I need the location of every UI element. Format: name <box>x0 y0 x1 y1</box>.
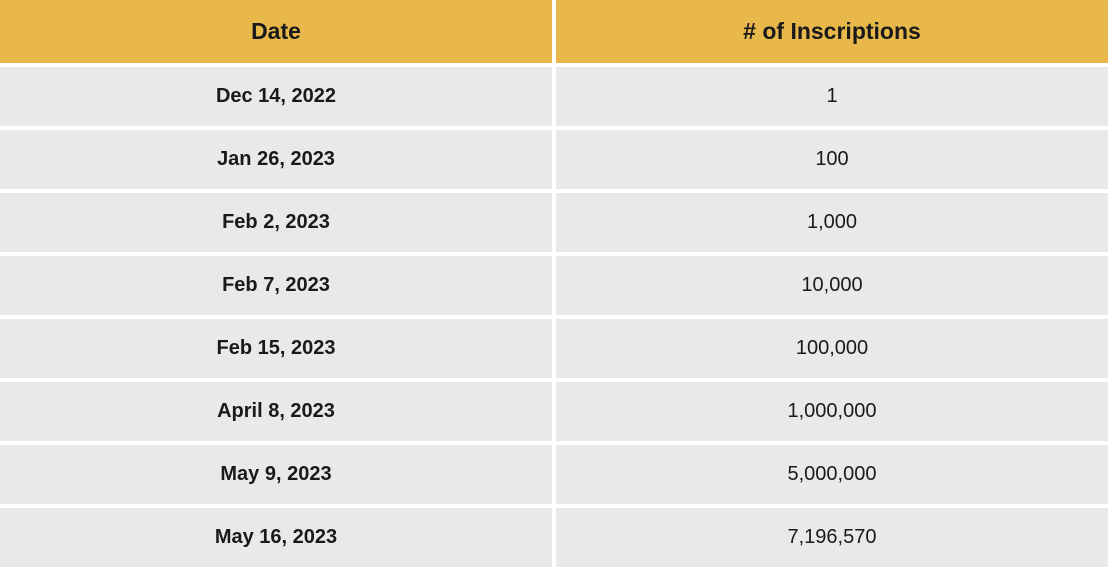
cell-date: May 9, 2023 <box>0 445 556 504</box>
cell-value: 1,000,000 <box>556 382 1108 441</box>
cell-value: 1,000 <box>556 193 1108 252</box>
cell-date: April 8, 2023 <box>0 382 556 441</box>
cell-value: 5,000,000 <box>556 445 1108 504</box>
cell-value: 10,000 <box>556 256 1108 315</box>
inscriptions-table: Date # of Inscriptions Dec 14, 2022 1 Ja… <box>0 0 1108 567</box>
cell-date: Feb 7, 2023 <box>0 256 556 315</box>
table-row: April 8, 2023 1,000,000 <box>0 378 1108 441</box>
table-row: Feb 2, 2023 1,000 <box>0 189 1108 252</box>
cell-value: 100 <box>556 130 1108 189</box>
cell-date: Feb 2, 2023 <box>0 193 556 252</box>
table-row: Dec 14, 2022 1 <box>0 63 1108 126</box>
table-row: Jan 26, 2023 100 <box>0 126 1108 189</box>
table-row: Feb 15, 2023 100,000 <box>0 315 1108 378</box>
cell-date: Jan 26, 2023 <box>0 130 556 189</box>
table-row: Feb 7, 2023 10,000 <box>0 252 1108 315</box>
cell-value: 1 <box>556 67 1108 126</box>
table-header-row: Date # of Inscriptions <box>0 0 1108 63</box>
header-inscriptions: # of Inscriptions <box>556 0 1108 63</box>
cell-value: 100,000 <box>556 319 1108 378</box>
table-row: May 16, 2023 7,196,570 <box>0 504 1108 567</box>
cell-date: May 16, 2023 <box>0 508 556 567</box>
table-row: May 9, 2023 5,000,000 <box>0 441 1108 504</box>
cell-value: 7,196,570 <box>556 508 1108 567</box>
header-date: Date <box>0 0 556 63</box>
cell-date: Dec 14, 2022 <box>0 67 556 126</box>
cell-date: Feb 15, 2023 <box>0 319 556 378</box>
